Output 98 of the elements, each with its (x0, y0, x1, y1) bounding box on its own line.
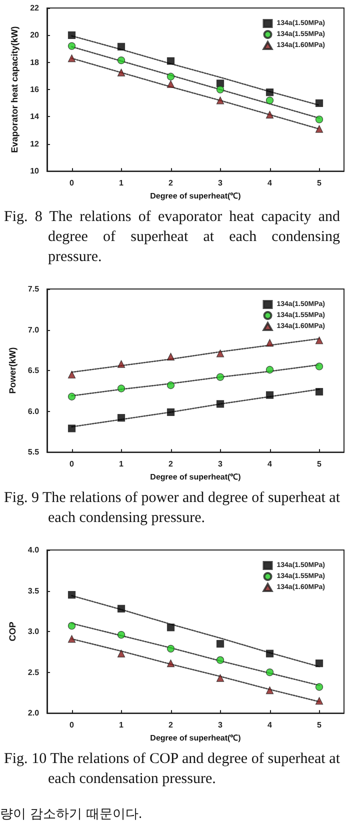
point (216, 373, 224, 381)
y-tick-label: 2.5 (28, 668, 40, 677)
y-tick-label: 14 (30, 112, 40, 122)
point (315, 683, 324, 691)
point (117, 631, 126, 639)
point (216, 96, 224, 104)
point (166, 644, 175, 652)
point (266, 391, 274, 399)
point (166, 624, 175, 632)
point (117, 604, 126, 613)
point (216, 674, 224, 682)
point (166, 72, 175, 80)
x-tick-label: 4 (268, 720, 273, 730)
point (68, 424, 76, 432)
caption: Fig. 9 The relations of power and degree of superheat at each condensing pressure. (3, 489, 341, 528)
point (266, 366, 274, 374)
point (315, 125, 324, 133)
x-tick-label: 3 (218, 720, 224, 730)
point (117, 650, 126, 658)
point (117, 384, 126, 392)
x-tick-label: 1 (119, 460, 124, 469)
point (216, 86, 224, 94)
x-tick-label: 3 (218, 178, 224, 188)
y-tick-label: 7.0 (28, 325, 40, 334)
y-axis-title: Evaporator heat capacity(kW) (10, 26, 20, 153)
caption: Fig. 10 The relations of COP and degree of superheat at each condensation pressure. (3, 750, 341, 789)
y-tick-label: 5.5 (28, 448, 40, 457)
y-axis-title: COP (8, 622, 18, 642)
point (216, 400, 224, 408)
y-tick-label: 6.5 (28, 366, 40, 376)
x-tick-label: 0 (70, 720, 75, 730)
point (315, 99, 324, 107)
x-axis-title: Degree of superheat(℃) (150, 734, 242, 742)
point (266, 110, 274, 118)
point (315, 336, 324, 344)
point (117, 56, 126, 64)
text: 량이 감소하기 때문이다. (0, 806, 144, 824)
y-tick-label: 2.0 (28, 708, 40, 718)
point (117, 42, 126, 51)
x-tick-label: 3 (218, 460, 224, 469)
x-tick-label: 5 (317, 460, 322, 469)
point (166, 381, 175, 390)
point (68, 622, 76, 630)
x-tick-label: 0 (70, 178, 75, 188)
x-tick-label: 1 (119, 178, 124, 188)
point (68, 635, 76, 643)
point (68, 31, 76, 39)
point (166, 352, 175, 360)
point (315, 362, 324, 370)
y-tick-label: 10 (30, 166, 40, 176)
x-axis-title: Degree of superheat(℃) (150, 472, 242, 482)
x-tick-label: 5 (317, 720, 322, 730)
y-axis-title: Power(kW) (8, 347, 18, 394)
point (266, 668, 274, 676)
y-tick-label: 20 (30, 30, 40, 40)
y-tick-label: 3.0 (28, 627, 40, 636)
x-tick-label: 1 (119, 720, 124, 730)
point (166, 80, 175, 88)
y-tick-label: 7.5 (28, 284, 40, 294)
x-tick-label: 5 (317, 178, 322, 188)
y-tick-label: 18 (30, 58, 40, 67)
y-tick-label: 16 (30, 85, 40, 94)
point (266, 96, 274, 104)
point (117, 360, 126, 368)
point (68, 42, 76, 50)
x-tick-label: 0 (70, 460, 75, 469)
y-tick-label: 3.5 (28, 586, 40, 596)
caption: Fig. 8 The relations of evaporator heat capacity and degree of superheat at each condensing pressure. (3, 208, 341, 267)
x-tick-label: 4 (268, 460, 273, 469)
point (266, 650, 274, 658)
point (315, 116, 324, 124)
point (216, 350, 224, 358)
point (315, 697, 324, 705)
point (266, 339, 274, 347)
point (68, 370, 76, 378)
x-tick-label: 4 (268, 178, 273, 188)
y-tick-label: 22 (30, 4, 40, 12)
point (216, 640, 224, 648)
point (216, 656, 224, 664)
x-tick-label: 2 (168, 178, 174, 188)
point (166, 408, 175, 416)
point (117, 414, 126, 422)
point (68, 54, 76, 62)
point (68, 392, 76, 400)
point (68, 591, 76, 599)
point (166, 660, 175, 668)
point (166, 57, 175, 65)
y-tick-label: 6.0 (28, 406, 40, 416)
y-tick-label: 4.0 (28, 546, 40, 554)
y-tick-label: 12 (30, 139, 40, 148)
point (266, 88, 274, 96)
point (315, 388, 324, 396)
x-axis-title: Degree of superheat(℃) (150, 192, 242, 200)
x-tick-label: 2 (168, 460, 174, 469)
point (117, 68, 126, 76)
point (266, 686, 274, 694)
point (315, 660, 324, 668)
x-tick-label: 2 (168, 720, 174, 730)
